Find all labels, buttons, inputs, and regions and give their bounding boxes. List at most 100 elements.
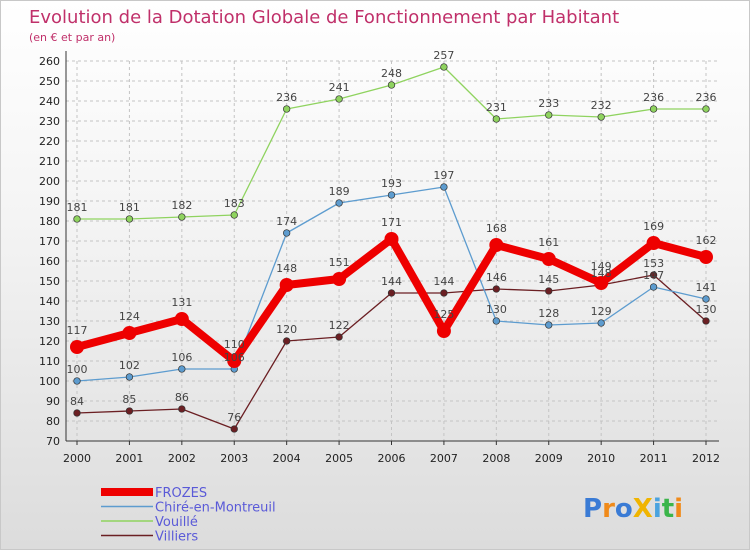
point-chir-en-montreuil bbox=[649, 283, 658, 291]
data-label-frozes: 117 bbox=[67, 324, 88, 337]
axes: 7080901001101201301401501601701801902002… bbox=[39, 51, 720, 465]
x-tick-label: 2000 bbox=[63, 452, 91, 465]
data-label-villiers: 84 bbox=[70, 395, 84, 408]
legend-label: Chiré-en-Montreuil bbox=[155, 501, 276, 516]
point-chir-en-montreuil bbox=[597, 319, 605, 327]
y-tick-label: 180 bbox=[39, 215, 60, 228]
data-label-frozes: 169 bbox=[643, 220, 664, 233]
y-tick-label: 100 bbox=[39, 375, 60, 388]
data-label-frozes: 125 bbox=[433, 308, 454, 321]
x-tick-label: 2012 bbox=[692, 452, 720, 465]
data-label-villiers: 148 bbox=[591, 267, 612, 280]
point-chir-en-montreuil bbox=[125, 373, 134, 381]
data-label-vouill-: 233 bbox=[538, 97, 559, 110]
data-label-frozes: 148 bbox=[276, 262, 297, 275]
data-label-villiers: 76 bbox=[227, 411, 241, 424]
point-villiers bbox=[335, 333, 343, 341]
data-label-chir-en-montreuil: 130 bbox=[486, 303, 507, 316]
point-villiers bbox=[230, 425, 238, 433]
point-chir-en-montreuil bbox=[73, 377, 81, 385]
y-tick-label: 210 bbox=[39, 155, 60, 168]
y-tick-label: 170 bbox=[39, 235, 60, 248]
x-tick-label: 2011 bbox=[640, 452, 668, 465]
point-frozes bbox=[384, 232, 399, 246]
data-label-villiers: 146 bbox=[486, 271, 507, 284]
data-label-vouill-: 248 bbox=[381, 67, 402, 80]
y-tick-label: 130 bbox=[39, 315, 60, 328]
y-tick-label: 120 bbox=[39, 335, 60, 348]
data-label-chir-en-montreuil: 106 bbox=[224, 351, 245, 364]
data-label-chir-en-montreuil: 197 bbox=[433, 169, 454, 182]
svg-text:ProXiti: ProXiti bbox=[583, 494, 683, 524]
point-chir-en-montreuil bbox=[335, 199, 343, 207]
point-frozes bbox=[436, 324, 451, 338]
data-label-villiers: 145 bbox=[538, 273, 559, 286]
data-label-chir-en-montreuil: 102 bbox=[119, 359, 140, 372]
data-label-chir-en-montreuil: 174 bbox=[276, 215, 297, 228]
point-villiers bbox=[387, 289, 396, 297]
point-vouill- bbox=[387, 81, 396, 89]
point-villiers bbox=[178, 405, 186, 413]
chart-title: Evolution de la Dotation Globale de Fonc… bbox=[29, 7, 619, 28]
data-label-chir-en-montreuil: 189 bbox=[329, 185, 350, 198]
point-chir-en-montreuil bbox=[545, 321, 553, 329]
point-vouill- bbox=[597, 113, 605, 121]
y-tick-label: 140 bbox=[39, 295, 60, 308]
data-label-frozes: 110 bbox=[224, 338, 245, 351]
data-label-frozes: 161 bbox=[538, 236, 559, 249]
y-tick-label: 70 bbox=[46, 435, 60, 448]
data-label-chir-en-montreuil: 141 bbox=[696, 281, 717, 294]
point-chir-en-montreuil bbox=[492, 317, 500, 325]
series-group bbox=[70, 63, 713, 433]
point-frozes bbox=[646, 236, 661, 250]
grid bbox=[66, 60, 719, 442]
y-tick-label: 200 bbox=[39, 175, 60, 188]
data-label-vouill-: 236 bbox=[643, 91, 664, 104]
x-tick-label: 2008 bbox=[482, 452, 510, 465]
point-frozes bbox=[489, 238, 504, 252]
data-label-vouill-: 236 bbox=[696, 91, 717, 104]
point-vouill- bbox=[73, 215, 81, 223]
data-label-vouill-: 241 bbox=[329, 81, 350, 94]
x-tick-label: 2001 bbox=[115, 452, 143, 465]
y-tick-label: 250 bbox=[39, 75, 60, 88]
x-tick-label: 2004 bbox=[273, 452, 301, 465]
data-label-frozes: 131 bbox=[171, 296, 192, 309]
data-label-chir-en-montreuil: 129 bbox=[591, 305, 612, 318]
legend-label: Villiers bbox=[155, 530, 198, 545]
point-frozes bbox=[332, 272, 347, 286]
point-vouill- bbox=[702, 105, 710, 113]
point-vouill- bbox=[230, 211, 238, 219]
data-label-villiers: 85 bbox=[122, 393, 136, 406]
point-frozes bbox=[594, 276, 609, 290]
point-frozes bbox=[122, 326, 137, 340]
point-chir-en-montreuil bbox=[387, 191, 396, 199]
point-chir-en-montreuil bbox=[440, 183, 448, 191]
legend-label: FROZES bbox=[155, 486, 207, 501]
data-label-frozes: 124 bbox=[119, 310, 140, 323]
data-label-chir-en-montreuil: 106 bbox=[171, 351, 192, 364]
point-villiers bbox=[73, 409, 81, 417]
x-tick-label: 2002 bbox=[168, 452, 196, 465]
data-label-frozes: 168 bbox=[486, 222, 507, 235]
data-label-villiers: 153 bbox=[643, 257, 664, 270]
data-label-frozes: 149 bbox=[591, 260, 612, 273]
data-label-villiers: 120 bbox=[276, 323, 297, 336]
point-villiers bbox=[492, 285, 500, 293]
x-tick-label: 2003 bbox=[220, 452, 248, 465]
data-label-frozes: 171 bbox=[381, 216, 402, 229]
point-chir-en-montreuil bbox=[178, 365, 186, 373]
point-vouill- bbox=[492, 115, 500, 123]
point-frozes bbox=[699, 250, 713, 264]
legend-label: Vouillé bbox=[155, 515, 198, 530]
y-tick-label: 190 bbox=[39, 195, 60, 208]
point-frozes bbox=[541, 252, 556, 266]
data-label-vouill-: 257 bbox=[433, 49, 454, 62]
data-label-villiers: 144 bbox=[381, 275, 402, 288]
point-vouill- bbox=[545, 111, 553, 119]
data-label-villiers: 144 bbox=[433, 275, 454, 288]
point-villiers bbox=[440, 289, 448, 297]
data-label-villiers: 86 bbox=[175, 391, 189, 404]
